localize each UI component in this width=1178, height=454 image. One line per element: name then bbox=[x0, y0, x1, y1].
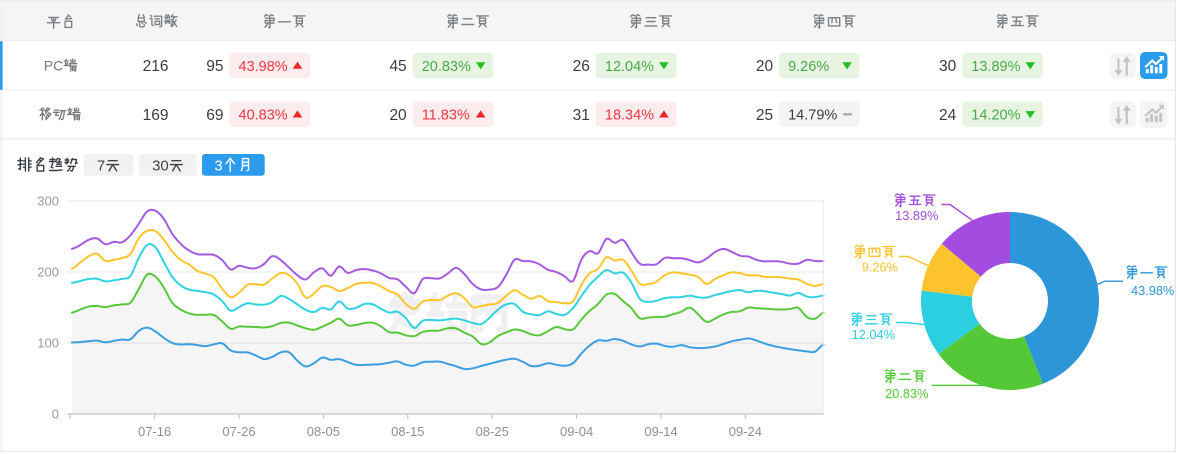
svg-text:20.83%: 20.83% bbox=[422, 59, 471, 75]
svg-text:11.83%: 11.83% bbox=[422, 108, 470, 124]
svg-text:13.89%: 13.89% bbox=[971, 59, 1020, 75]
svg-text:13.89%: 13.89% bbox=[895, 208, 938, 223]
svg-text:09-24: 09-24 bbox=[729, 424, 762, 439]
svg-text:0: 0 bbox=[52, 407, 59, 422]
svg-text:216: 216 bbox=[143, 58, 169, 75]
svg-text:20: 20 bbox=[389, 107, 407, 124]
svg-text:08-15: 08-15 bbox=[391, 424, 424, 439]
svg-text:09-14: 09-14 bbox=[644, 424, 677, 439]
svg-text:69: 69 bbox=[206, 107, 223, 124]
svg-text:14.20%: 14.20% bbox=[971, 108, 1020, 124]
svg-text:24: 24 bbox=[939, 107, 957, 124]
svg-text:200: 200 bbox=[37, 265, 59, 280]
svg-text:26: 26 bbox=[573, 58, 590, 75]
svg-text:31: 31 bbox=[573, 107, 590, 124]
svg-text:20: 20 bbox=[756, 58, 774, 75]
svg-text:09-04: 09-04 bbox=[560, 424, 593, 439]
svg-text:PC: PC bbox=[44, 58, 63, 74]
svg-text:30: 30 bbox=[152, 157, 169, 174]
svg-text:95: 95 bbox=[206, 58, 223, 75]
svg-text:12.04%: 12.04% bbox=[605, 59, 654, 75]
svg-text:08-05: 08-05 bbox=[307, 424, 340, 439]
svg-text:14.79%: 14.79% bbox=[788, 108, 837, 124]
svg-text:9.26%: 9.26% bbox=[788, 59, 829, 75]
svg-text:30: 30 bbox=[939, 58, 957, 75]
svg-text:25: 25 bbox=[756, 107, 773, 124]
svg-text:07-16: 07-16 bbox=[138, 424, 171, 439]
svg-text:100: 100 bbox=[37, 336, 59, 351]
svg-text:12.04%: 12.04% bbox=[852, 327, 895, 342]
svg-text:7: 7 bbox=[97, 157, 105, 174]
svg-text:08-25: 08-25 bbox=[476, 424, 509, 439]
svg-text:43.98%: 43.98% bbox=[1131, 283, 1174, 298]
svg-text:07-26: 07-26 bbox=[222, 424, 255, 439]
svg-text:9.26%: 9.26% bbox=[862, 260, 898, 275]
svg-text:169: 169 bbox=[143, 107, 169, 124]
svg-text:300: 300 bbox=[37, 194, 59, 209]
svg-text:40.83%: 40.83% bbox=[239, 108, 288, 124]
svg-text:3: 3 bbox=[214, 157, 222, 174]
svg-text:18.34%: 18.34% bbox=[605, 108, 654, 124]
svg-text:20.83%: 20.83% bbox=[885, 386, 928, 401]
svg-text:45: 45 bbox=[389, 58, 406, 75]
svg-text:43.98%: 43.98% bbox=[239, 59, 288, 75]
